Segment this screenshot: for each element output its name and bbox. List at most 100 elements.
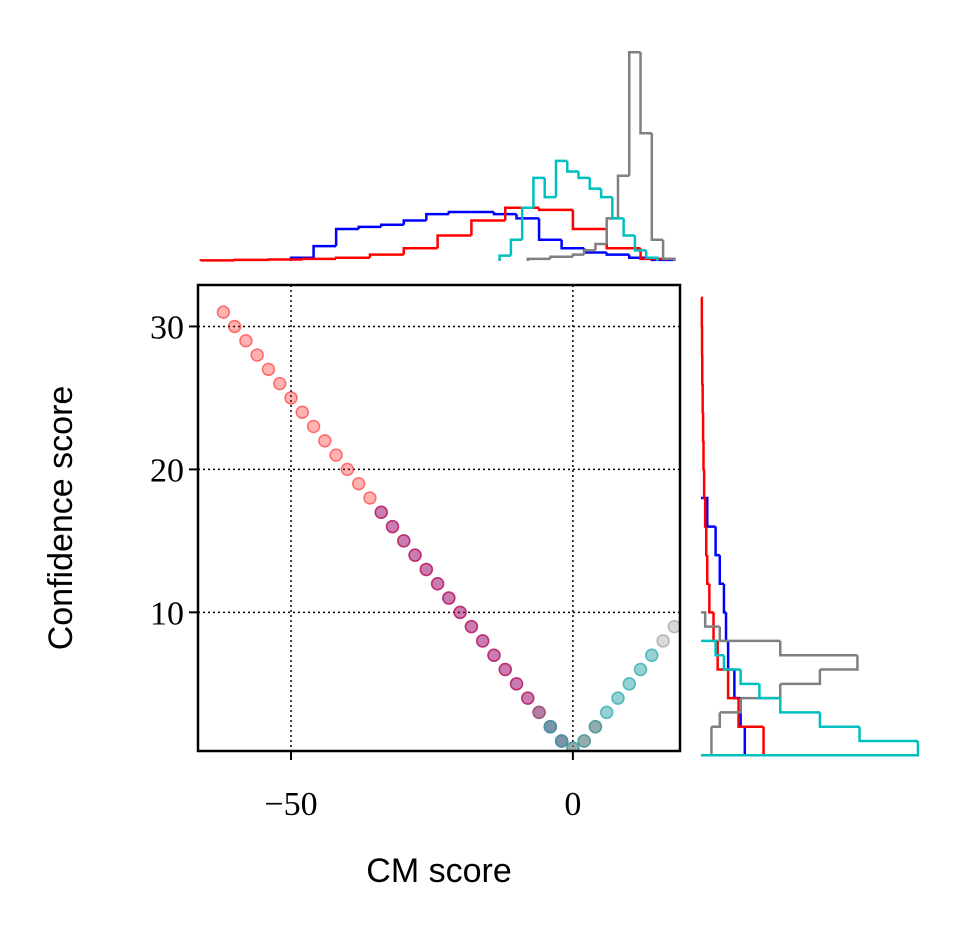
histogram-bin [582,249,596,255]
histogram-bin [724,612,729,643]
histogram-bin [701,726,747,757]
scatter-point [318,434,332,448]
histogram-bin [704,526,708,557]
histogram-bin [819,655,859,671]
histogram-bin [737,698,764,728]
histogram-bin [571,209,607,231]
scatter-point [656,634,670,648]
scatter-point [577,734,591,748]
scatter-point [351,476,366,491]
histogram-bin [594,242,607,251]
histogram-bin [701,740,713,757]
histogram-bin [526,257,540,261]
scatter-point [284,391,298,405]
histogram-bin [402,246,438,255]
histogram-bin [402,219,427,225]
scatter-point [543,719,558,734]
histogram-bin [368,253,404,258]
scatter-point [622,677,637,691]
histogram-bin [571,253,585,257]
scatter-point [408,548,422,562]
x-tick-label: 0 [564,786,581,823]
histogram-bin [515,214,540,220]
scatter-point [464,619,479,634]
histogram-bin [650,133,664,241]
histogram-bin [706,555,710,586]
plot-frame [196,283,682,753]
scatter-point [566,741,580,751]
scatter-point [667,619,680,634]
scatter-point [261,362,276,377]
y-tick-label: 20 [150,452,184,489]
scatter-point [250,348,264,362]
histogram-bin [726,669,739,700]
histogram-bin [622,218,635,237]
scatter-point [611,691,625,705]
scatter-point [216,305,231,319]
scatter-point [453,605,467,620]
histogram-bin [718,555,724,586]
histogram-bin [708,583,714,614]
histogram-bin [436,234,472,249]
histogram-bin [714,526,720,557]
scatter-point [306,419,321,434]
scatter-point [419,562,434,577]
histogram-bin [549,255,562,259]
histogram-bin [700,296,704,328]
histogram-bin [492,212,517,216]
histogram-bin [639,52,652,135]
histogram-bin [711,712,722,728]
histogram-bin [633,235,647,252]
histogram-bin [818,712,860,728]
histogram-bin [605,217,618,244]
histogram-bin [758,683,781,700]
histogram-bin [726,640,735,671]
scatter-point [521,691,535,705]
scatter-point [645,648,659,662]
x-tick-label: −50 [264,786,317,823]
scatter-point [442,591,456,605]
histogram-bin [560,239,585,250]
scatter-point [498,662,512,677]
histogram-bin [701,496,716,528]
histogram-bin [577,171,590,180]
histogram-bin [379,223,404,227]
histogram-bin [199,259,235,262]
histogram-bin [702,469,706,500]
histogram-bin [425,212,449,221]
histogram-bin [605,252,630,256]
histogram-bin [628,51,641,176]
histogram-bin [447,210,472,215]
histogram-bin [509,238,523,256]
histogram-bin [543,177,556,199]
histogram-bin [520,206,534,240]
histogram-bin [644,250,659,261]
scatter-point [509,677,524,691]
scatter-point [295,405,310,419]
histogram-bin [498,254,511,261]
scatter-point [554,734,569,748]
scatter-point [532,705,546,720]
histogram-bin [334,227,359,247]
x-axis-label: CM score [366,852,511,890]
scatter-point [633,662,648,677]
scatter-point [475,634,490,648]
histogram-bin [701,639,724,657]
histogram-bin [566,160,579,173]
scatter-point [340,462,355,477]
scatter-point [397,534,411,548]
histogram-bin [312,244,337,258]
histogram-bin [780,669,822,686]
y-tick-label: 10 [150,595,184,632]
histogram-bin [537,218,562,241]
scatter-point [329,448,343,462]
y-tick-label: 30 [150,309,184,346]
histogram-bin [858,726,918,743]
histogram-bin [611,197,624,220]
histogram-bin [301,257,337,261]
histogram-bin [779,698,820,714]
histogram-bin [588,177,602,190]
histogram-bin [334,256,370,260]
